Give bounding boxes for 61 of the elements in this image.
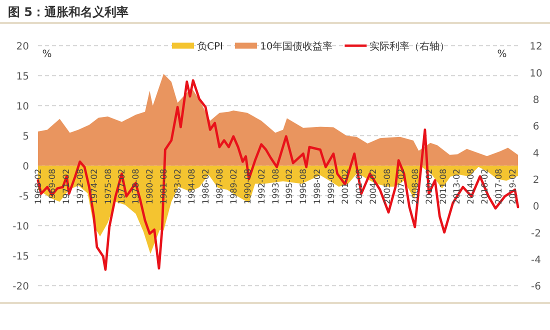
x-tick-label: 1977-02 xyxy=(118,168,128,204)
x-tick-label: 1972-08 xyxy=(76,168,86,204)
x-tick-label: 2017-08 xyxy=(494,168,505,204)
x-tick-label: 2008-08 xyxy=(410,168,421,204)
x-tick-label: 1996-08 xyxy=(299,168,310,204)
y-tick-label: 5 xyxy=(22,132,29,143)
x-tick-label: 2001-02 xyxy=(341,168,352,204)
y2-tick-label: 8 xyxy=(532,95,540,106)
x-tick-label: 2007-02 xyxy=(396,168,407,204)
x-tick-label: 2016-02 xyxy=(480,168,491,204)
x-tick-label: 2010-02 xyxy=(424,168,435,204)
x-tick-label: 1983-02 xyxy=(174,168,184,204)
x-tick-label: 1990-08 xyxy=(243,168,254,204)
x-tick-label: 2002-08 xyxy=(355,168,366,204)
line-series xyxy=(36,79,520,271)
y-tick-label: -5 xyxy=(19,192,29,203)
y2-tick-label: 6 xyxy=(532,122,540,133)
legend-label: 实际利率（右轴） xyxy=(370,40,450,53)
x-tick-label: 1968-02 xyxy=(34,168,44,204)
x-tick-label: 1993-08 xyxy=(271,168,282,204)
x-tick-label: 1995-02 xyxy=(285,168,296,204)
y-tick-label: 0 xyxy=(22,162,29,173)
x-tick-label: 1992-02 xyxy=(257,168,268,204)
y-tick-label: 20 xyxy=(16,42,29,53)
y-axis-title: % xyxy=(42,49,52,60)
y2-tick-label: -6 xyxy=(531,282,541,293)
y-tick-label: 10 xyxy=(16,102,29,113)
x-tick-label: 1984-08 xyxy=(188,168,198,204)
x-tick-label: 1969-08 xyxy=(48,168,58,204)
x-tick-label: 2013-02 xyxy=(452,168,463,204)
y-tick-label: -20 xyxy=(12,282,29,293)
y-tick-label: -15 xyxy=(12,252,29,263)
x-tick-label: 2004-02 xyxy=(368,168,379,204)
chart-title: 图 5：通胀和名义利率 xyxy=(8,5,129,19)
y2-tick-label: 10 xyxy=(530,68,542,80)
legend-label: 负CPI xyxy=(197,40,223,53)
y2-tick-label: -4 xyxy=(531,255,541,266)
x-tick-label: 2005-08 xyxy=(382,168,393,204)
x-tick-label: 1986-02 xyxy=(201,168,212,204)
x-tick-label: 2011-08 xyxy=(438,168,449,204)
y2-tick-label: -2 xyxy=(531,228,541,240)
x-tick-label: 1989-02 xyxy=(229,168,240,204)
x-tick-label: 1971-02 xyxy=(62,168,72,204)
x-tick-label: 2014-08 xyxy=(466,168,477,204)
x-tick-label: 1999-08 xyxy=(327,168,338,204)
x-tick-label: 1980-02 xyxy=(146,168,156,204)
x-tick-label: 1974-02 xyxy=(90,168,100,204)
y2-tick-label: 0 xyxy=(532,202,540,213)
x-tick-label: 2019-02 xyxy=(508,168,519,204)
x-tick-label: 1981-08 xyxy=(160,168,170,204)
y-tick-label: 15 xyxy=(16,72,29,83)
y-tick-label: -10 xyxy=(12,222,29,233)
x-tick-label: 1975-08 xyxy=(104,168,114,204)
y2-tick-label: 12 xyxy=(530,42,542,53)
x-tick-label: 1987-08 xyxy=(215,168,226,204)
y2-axis-title: % xyxy=(497,49,507,60)
legend-label: 10年国债收益率 xyxy=(260,40,333,53)
y2-tick-label: 4 xyxy=(532,148,540,160)
x-tick-label: 1978-08 xyxy=(132,168,142,204)
x-tick-label: 1998-02 xyxy=(313,168,324,204)
y2-tick-label: 2 xyxy=(532,175,540,186)
